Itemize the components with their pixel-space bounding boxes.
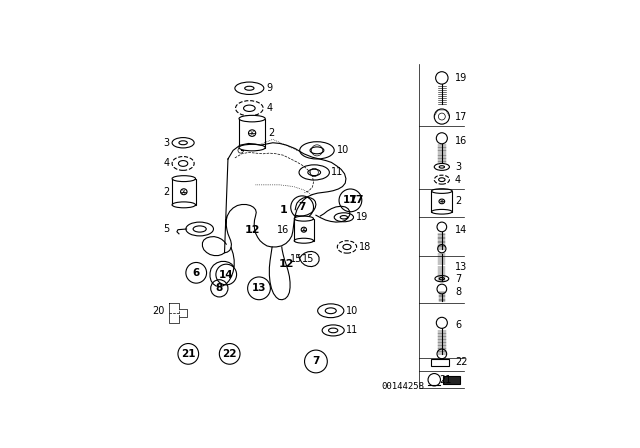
Text: 21: 21: [439, 375, 451, 385]
Text: 17: 17: [455, 112, 467, 121]
Text: 12: 12: [244, 225, 260, 235]
Text: 4: 4: [163, 159, 170, 168]
Text: 22: 22: [223, 349, 237, 359]
Text: 14: 14: [455, 225, 467, 235]
Text: 9: 9: [267, 83, 273, 93]
Text: 7: 7: [298, 202, 306, 212]
Text: 13: 13: [455, 262, 467, 271]
Text: 13: 13: [252, 283, 266, 293]
Text: 17: 17: [349, 195, 364, 205]
Text: 7: 7: [455, 274, 461, 284]
Text: 10: 10: [337, 145, 349, 155]
Text: 2: 2: [163, 187, 170, 197]
Text: 8: 8: [455, 287, 461, 297]
Text: 12: 12: [279, 259, 294, 269]
Text: 10: 10: [346, 306, 358, 316]
Text: 5: 5: [163, 224, 170, 234]
Text: 14: 14: [219, 270, 234, 280]
Text: 20: 20: [152, 306, 164, 316]
Text: 18: 18: [359, 242, 371, 252]
Text: 16: 16: [455, 136, 467, 146]
Ellipse shape: [172, 176, 196, 181]
Ellipse shape: [239, 144, 265, 151]
Bar: [239, 119, 265, 147]
Text: 3: 3: [163, 138, 170, 148]
Text: 15: 15: [302, 254, 314, 264]
Ellipse shape: [239, 115, 265, 122]
Ellipse shape: [172, 202, 196, 208]
Text: 19: 19: [455, 73, 467, 83]
Text: 15: 15: [290, 254, 303, 264]
Text: 6: 6: [455, 320, 461, 330]
Ellipse shape: [294, 216, 314, 221]
Ellipse shape: [431, 209, 452, 214]
Bar: [294, 219, 314, 241]
Text: 11: 11: [332, 168, 344, 177]
Ellipse shape: [431, 189, 452, 194]
Bar: [172, 179, 196, 205]
Text: 1: 1: [280, 205, 287, 215]
Text: 8: 8: [216, 283, 223, 293]
Text: 11: 11: [346, 325, 358, 336]
Text: 3: 3: [455, 162, 461, 172]
Text: 22: 22: [455, 358, 467, 367]
Text: 2: 2: [455, 196, 461, 207]
Ellipse shape: [294, 238, 314, 243]
Text: 6: 6: [193, 268, 200, 278]
Text: 16: 16: [277, 225, 289, 235]
Text: 4: 4: [455, 175, 461, 185]
Text: 7: 7: [312, 357, 319, 366]
Bar: [442, 376, 460, 384]
Text: 00144258: 00144258: [381, 382, 424, 391]
Bar: [431, 359, 449, 366]
Text: 2: 2: [269, 128, 275, 138]
Text: 19: 19: [356, 212, 368, 222]
Text: 4: 4: [267, 103, 273, 113]
Bar: [431, 191, 452, 212]
Text: 17: 17: [343, 195, 358, 205]
Text: 21: 21: [181, 349, 196, 359]
